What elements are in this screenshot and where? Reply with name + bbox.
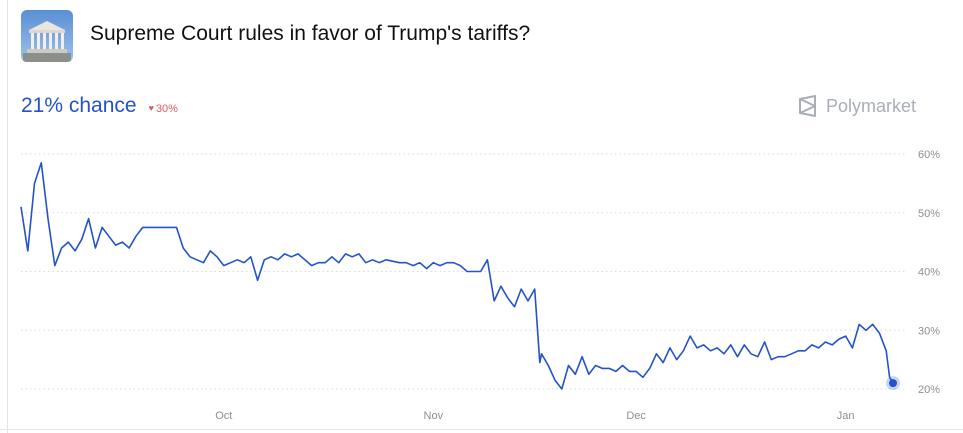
- x-tick-label-oct: Oct: [215, 410, 232, 422]
- chance-row: 21% chance ♥ 30%: [21, 94, 178, 118]
- polymarket-logo[interactable]: Polymarket: [798, 95, 916, 117]
- change-value: 30%: [155, 103, 178, 115]
- y-tick-label-50: 50%: [918, 208, 940, 220]
- change-badge: ♥ 30%: [149, 103, 178, 115]
- y-tick-label-40: 40%: [918, 267, 940, 279]
- x-tick-label-dec: Dec: [626, 410, 646, 422]
- bottom-frame-border: [0, 429, 963, 430]
- y-tick-label-30: 30%: [918, 325, 940, 337]
- chance-value: 21% chance: [21, 94, 137, 117]
- x-tick-label-nov: Nov: [424, 410, 444, 422]
- heart-down-icon: ♥: [148, 103, 154, 113]
- x-tick-label-jan: Jan: [837, 410, 855, 422]
- market-thumbnail: [21, 10, 73, 62]
- y-tick-label-20: 20%: [918, 384, 940, 396]
- market-title[interactable]: Supreme Court rules in favor of Trump's …: [90, 22, 531, 45]
- series-line: [20, 162, 891, 390]
- polymarket-logo-icon: [799, 95, 816, 117]
- brand-name: Polymarket: [826, 95, 917, 116]
- last-point-marker[interactable]: [889, 379, 897, 388]
- y-tick-label-60: 60%: [918, 149, 940, 161]
- supreme-court-building-icon: [21, 10, 73, 62]
- left-frame-border: [7, 0, 8, 433]
